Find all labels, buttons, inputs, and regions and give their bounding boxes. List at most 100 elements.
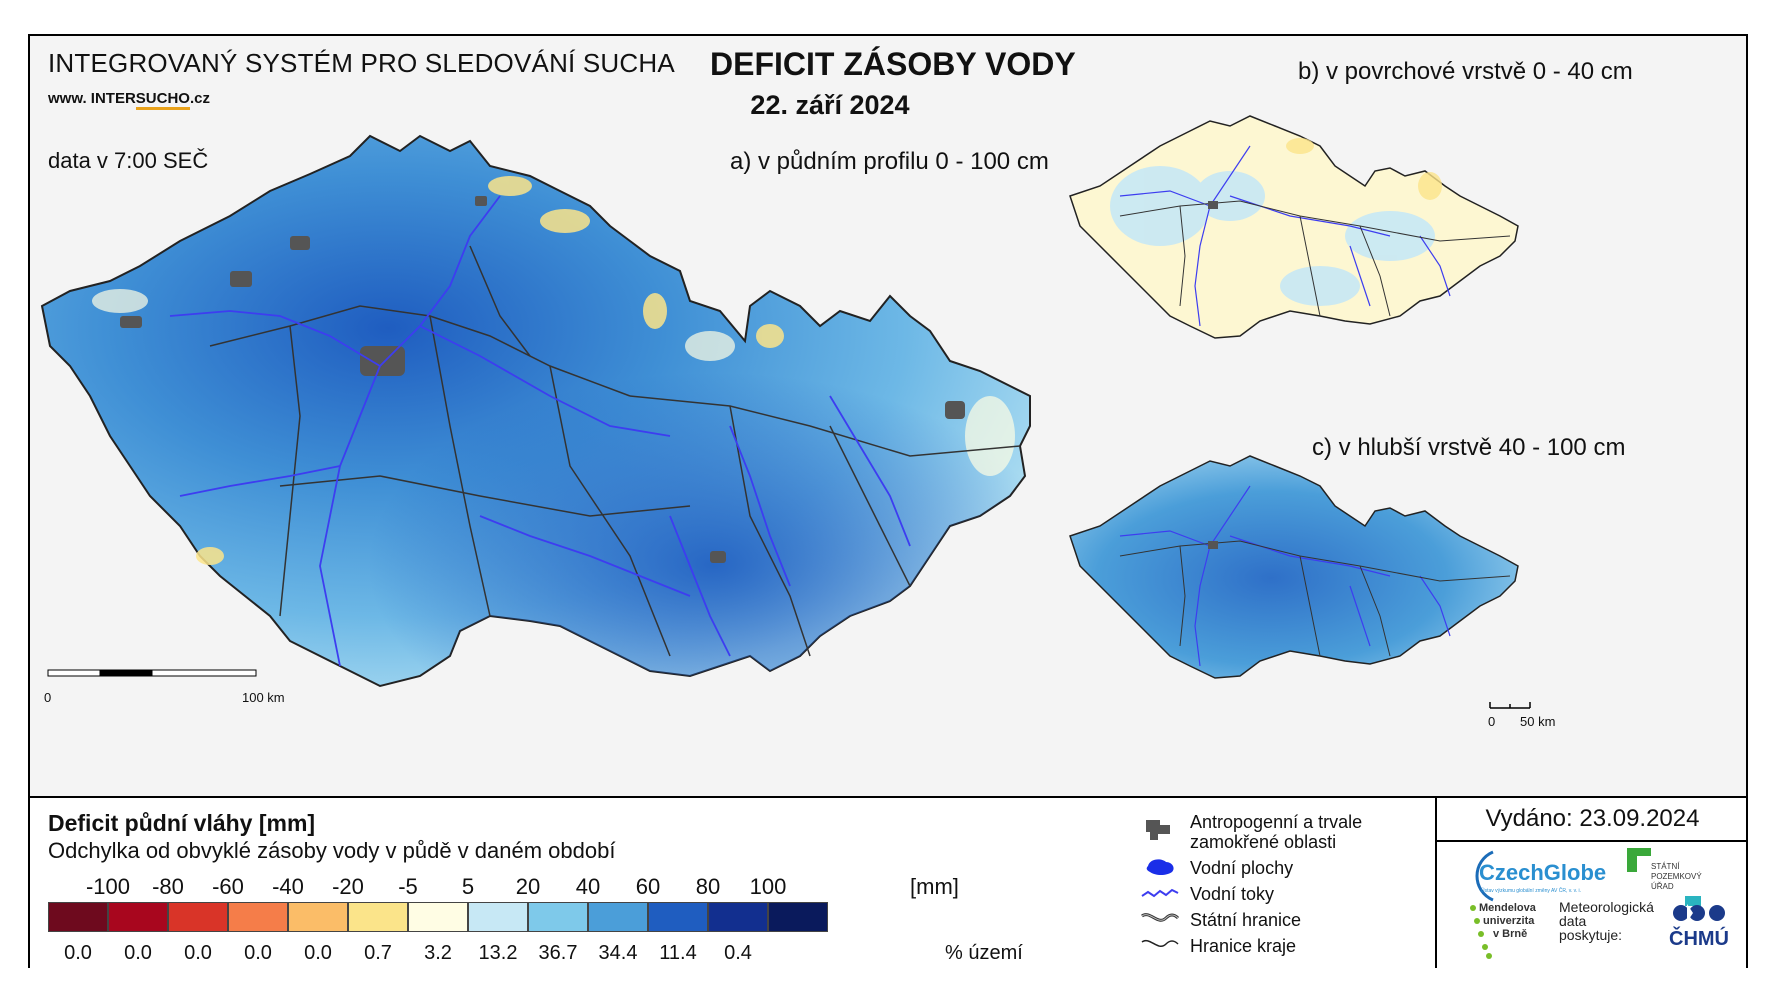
legend-unit-pct: % území xyxy=(945,942,1023,964)
spu-accent xyxy=(1685,896,1701,906)
legend-percent: 0.7 xyxy=(364,942,392,964)
rivers-a xyxy=(169,195,911,667)
dry-patches-b xyxy=(1286,138,1442,200)
anthropogenic-symbol-icon xyxy=(1146,820,1170,840)
legend-unit-mm: [mm] xyxy=(910,874,959,899)
legend-swatch xyxy=(108,902,168,932)
deep-deficit-zone xyxy=(42,136,1030,686)
web-prefix: www. INTER xyxy=(48,90,136,107)
meteo-line3: poskytuje: xyxy=(1559,927,1623,943)
legend-swatch xyxy=(348,902,408,932)
legend-tick: -20 xyxy=(332,874,364,899)
legend-swatch xyxy=(708,902,768,932)
spu-logo-icon xyxy=(1627,848,1651,872)
legend-swatch xyxy=(288,902,348,932)
legend-tick: 100 xyxy=(749,874,787,899)
river-symbol-icon xyxy=(1141,888,1179,898)
scale-main-start: 0 xyxy=(44,690,52,705)
system-title: INTEGROVANÝ SYSTÉM PRO SLEDOVÁNÍ SUCHA xyxy=(48,48,675,78)
key-water-bodies: Vodní plochy xyxy=(1190,858,1294,878)
czechglobe-logo: CzechGlobe xyxy=(1479,860,1607,885)
czechglobe-subtitle: Ústav výzkumu globální změny AV ČR, v. v… xyxy=(1481,888,1582,894)
spu-line1: STÁTNÍ xyxy=(1651,862,1680,871)
scale-main-end: 100 km xyxy=(242,690,285,705)
legend-swatch xyxy=(48,902,108,932)
key-anthropogenic-line1: Antropogenní a trvale xyxy=(1190,812,1363,832)
legend-percent: 11.4 xyxy=(659,942,697,964)
scale-small-start: 0 xyxy=(1488,714,1496,729)
legend-tick: 20 xyxy=(515,874,541,899)
water-body-symbol-icon xyxy=(1146,859,1174,875)
legend-swatch xyxy=(408,902,468,932)
map-c-label: c) v hlubší vrstvě 40 - 100 cm xyxy=(1312,434,1626,461)
main-title: DEFICIT ZÁSOBY VODY xyxy=(710,46,1076,82)
key-region-border: Hranice kraje xyxy=(1190,936,1297,956)
legend-subtitle: Odchylka od obvyklé zásoby vody v půdě v… xyxy=(48,838,616,863)
legend-tick: -5 xyxy=(398,874,418,899)
prague-area-c xyxy=(1208,541,1218,549)
legend-tick: 40 xyxy=(575,874,601,899)
country-shape-c xyxy=(1069,455,1519,679)
legend-tick: -100 xyxy=(85,874,131,899)
state-border-symbol-icon xyxy=(1141,913,1180,922)
scale-bar-small xyxy=(1489,702,1531,709)
legend-tick: 60 xyxy=(635,874,661,899)
legend-percent: 0.0 xyxy=(304,942,332,964)
scale-small-end: 50 km xyxy=(1520,714,1556,729)
website-link[interactable]: www. INTERSUCHO.cz xyxy=(48,90,210,110)
legend-title: Deficit půdní vláhy [mm] xyxy=(48,810,316,836)
legend-percent: 0.4 xyxy=(724,942,752,964)
scale-bar-main xyxy=(47,669,257,677)
legend-swatch xyxy=(228,902,288,932)
legend-swatch xyxy=(588,902,648,932)
region-border-symbol-icon xyxy=(1141,939,1179,947)
legend-swatch xyxy=(168,902,228,932)
legend-percent: 0.0 xyxy=(184,942,212,964)
legend-percent: 36.7 xyxy=(538,942,578,964)
legend-swatch xyxy=(648,902,708,932)
key-state-border: Státní hranice xyxy=(1190,910,1302,930)
legend-percent: 34.4 xyxy=(598,942,638,964)
czechglobe-arc-icon xyxy=(1475,850,1494,902)
region-borders-c xyxy=(1119,540,1511,657)
map-c xyxy=(1069,455,1531,709)
legend-tick: -80 xyxy=(152,874,184,899)
legend-percent: 0.0 xyxy=(64,942,92,964)
mendel-line2: univerzita xyxy=(1483,915,1535,927)
map-a xyxy=(40,134,1031,688)
mendel-line1: Mendelova xyxy=(1479,902,1536,914)
data-time: data v 7:00 SEČ xyxy=(48,148,209,173)
prague-area-b xyxy=(1208,201,1218,209)
legend-swatch xyxy=(528,902,588,932)
chmu-logo: ČHMÚ xyxy=(1669,928,1729,950)
legend-percent: 0.0 xyxy=(124,942,152,964)
spu-line3: ÚŘAD xyxy=(1651,882,1674,891)
map-date: 22. září 2024 xyxy=(750,90,910,120)
legend-tick: 80 xyxy=(695,874,721,899)
web-underlined: SUCHO xyxy=(135,90,190,110)
map-a-label: a) v půdním profilu 0 - 100 cm xyxy=(730,148,1049,175)
legend-percent: 3.2 xyxy=(424,942,452,964)
legend-percent: 0.0 xyxy=(244,942,272,964)
map-b-label: b) v povrchové vrstvě 0 - 40 cm xyxy=(1298,58,1633,85)
chmu-symbol-icon xyxy=(1673,904,1725,922)
web-suffix: .cz xyxy=(189,90,210,107)
issued-date: Vydáno: 23.09.2024 xyxy=(1437,798,1748,842)
meteo-line1: Meteorologická xyxy=(1559,899,1654,915)
legend-swatch xyxy=(768,902,828,932)
spu-line2: POZEMKOVÝ xyxy=(1651,872,1702,881)
region-borders-a xyxy=(209,245,1021,657)
legend-panel: Deficit půdní vláhy [mm] Odchylka od obv… xyxy=(30,796,1748,968)
meteo-line2: data xyxy=(1559,913,1587,929)
legend-tick: 5 xyxy=(461,874,475,899)
issuer-box: Vydáno: 23.09.2024 CzechGlobe Ústav výzk… xyxy=(1435,798,1748,968)
legend-swatch xyxy=(468,902,528,932)
dry-patches-a xyxy=(196,176,784,565)
mendel-dots-icon xyxy=(1470,905,1492,959)
mendel-line3: v Brně xyxy=(1493,928,1528,940)
light-patches-a xyxy=(92,289,1015,476)
region-borders-b xyxy=(1119,200,1511,317)
legend-tick: -40 xyxy=(272,874,304,899)
map-area: INTEGROVANÝ SYSTÉM PRO SLEDOVÁNÍ SUCHA w… xyxy=(30,36,1746,796)
legend-percent: 13.2 xyxy=(478,942,518,964)
